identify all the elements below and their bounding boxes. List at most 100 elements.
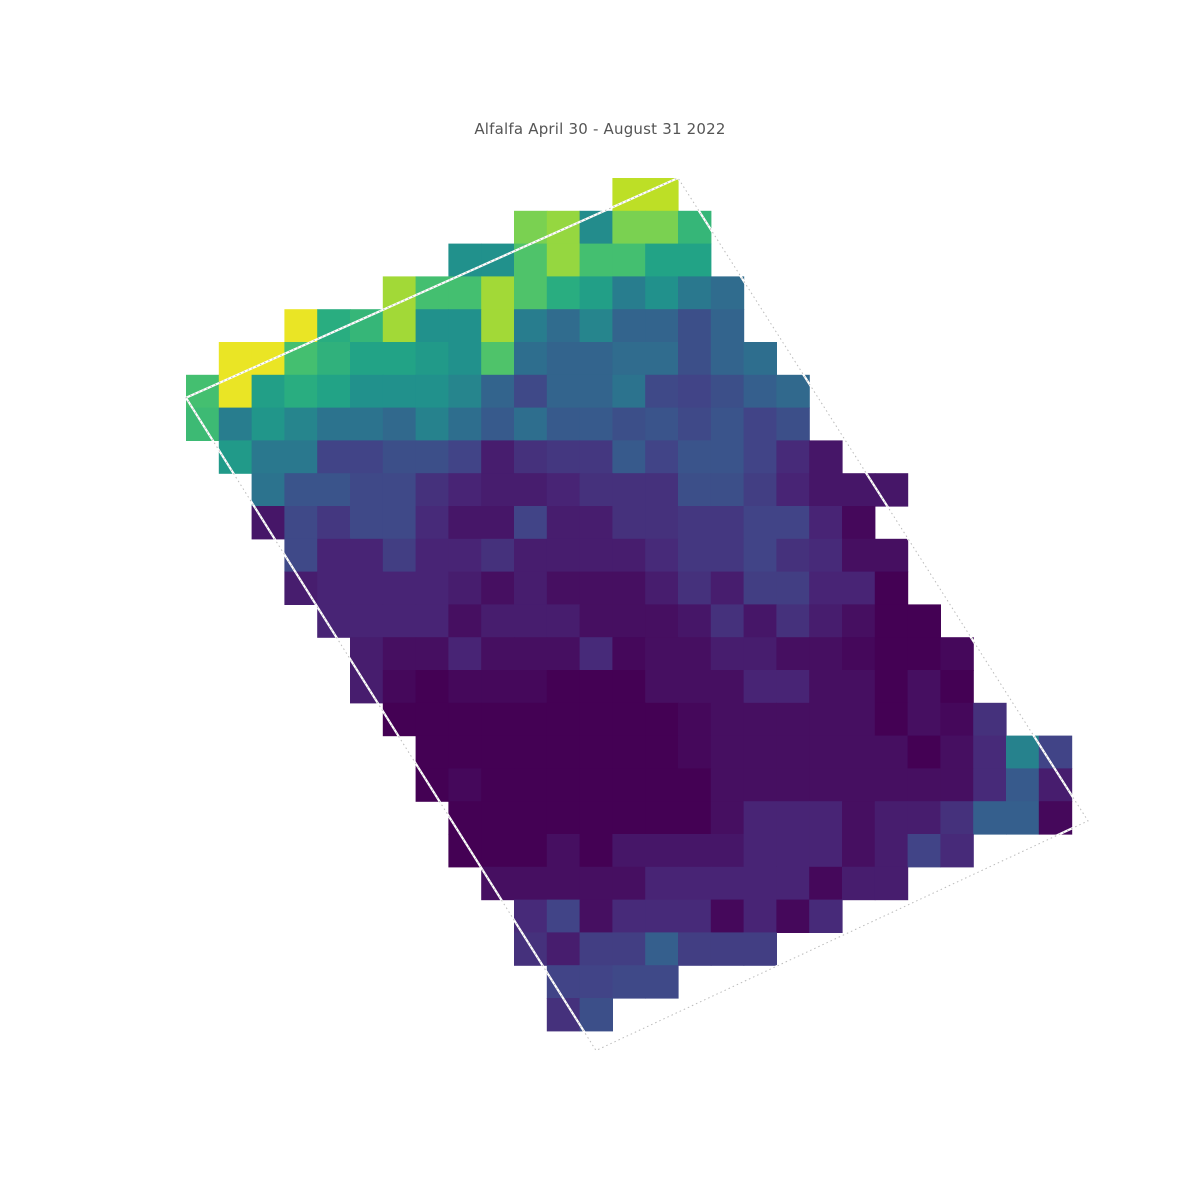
ndvi-pixel xyxy=(579,834,613,868)
field-boundary-dotted-outline xyxy=(185,177,1089,1052)
ndvi-pixel xyxy=(415,407,449,441)
ndvi-pixel xyxy=(743,407,777,441)
ndvi-pixel xyxy=(514,702,548,737)
ndvi-pixel xyxy=(579,440,613,474)
ndvi-pixel xyxy=(874,604,909,638)
ndvi-pixel xyxy=(645,899,679,933)
ndvi-pixel xyxy=(579,571,613,605)
ndvi-pixel xyxy=(809,702,843,737)
ndvi-pixel xyxy=(251,473,285,507)
ndvi-pixel xyxy=(579,506,613,540)
ndvi-pixel xyxy=(612,473,646,507)
ndvi-pixel xyxy=(710,768,745,802)
ndvi-pixel xyxy=(546,866,581,901)
ndvi-pixel xyxy=(907,768,941,802)
ndvi-pixel xyxy=(350,571,384,605)
ndvi-pixel xyxy=(776,604,810,638)
ndvi-pixel xyxy=(612,932,646,966)
ndvi-pixel xyxy=(678,243,712,277)
ndvi-pixel xyxy=(776,538,810,573)
ndvi-pixel xyxy=(481,243,515,277)
ndvi-pixel xyxy=(514,538,548,573)
ndvi-pixel xyxy=(350,506,384,540)
ndvi-pixel xyxy=(645,473,679,507)
ndvi-pixel xyxy=(415,571,449,605)
ndvi-pixel xyxy=(1006,801,1040,835)
ndvi-pixel xyxy=(481,342,515,376)
ndvi-pixel xyxy=(448,243,482,277)
ndvi-pixel xyxy=(382,670,417,704)
ndvi-pixel xyxy=(448,604,482,638)
ndvi-pixel xyxy=(350,538,384,573)
ndvi-pixel xyxy=(645,702,679,737)
ndvi-pixel xyxy=(678,768,712,802)
ndvi-pixel xyxy=(415,670,449,704)
ndvi-pixel xyxy=(546,899,581,933)
ndvi-pixel xyxy=(612,965,646,999)
ndvi-pixel xyxy=(415,637,449,671)
ndvi-pixel xyxy=(317,342,351,376)
ndvi-pixel xyxy=(710,309,745,343)
ndvi-pixel xyxy=(874,473,909,507)
ndvi-pixel xyxy=(350,604,384,638)
ndvi-pixel xyxy=(514,932,548,966)
ndvi-pixel xyxy=(809,571,843,605)
ndvi-pixel xyxy=(284,374,318,409)
ndvi-pixel xyxy=(415,440,449,474)
ndvi-pixel xyxy=(350,309,384,343)
ndvi-pixel xyxy=(710,506,745,540)
ndvi-pixel xyxy=(546,834,581,868)
ndvi-pixel xyxy=(776,735,810,769)
ndvi-pixel xyxy=(940,735,974,769)
ndvi-pixel xyxy=(382,538,417,573)
ndvi-pixel xyxy=(612,342,646,376)
ndvi-pixel xyxy=(579,538,613,573)
ndvi-pixel xyxy=(842,506,876,540)
ndvi-pixel xyxy=(481,538,515,573)
ndvi-pixel xyxy=(645,440,679,474)
ndvi-pixel xyxy=(514,309,548,343)
ndvi-pixel xyxy=(743,604,777,638)
ndvi-pixel xyxy=(874,538,909,573)
ndvi-pixel xyxy=(645,407,679,441)
ndvi-pixel xyxy=(874,801,909,835)
ndvi-pixel xyxy=(874,866,909,901)
ndvi-pixel xyxy=(678,604,712,638)
ndvi-pixel xyxy=(448,670,482,704)
ndvi-pixel xyxy=(546,407,581,441)
ndvi-pixel xyxy=(546,768,581,802)
ndvi-pixel xyxy=(514,440,548,474)
ndvi-pixel xyxy=(546,538,581,573)
ndvi-pixel xyxy=(645,834,679,868)
ndvi-pixel xyxy=(842,571,876,605)
ndvi-pixel xyxy=(612,407,646,441)
ndvi-pixel xyxy=(842,768,876,802)
ndvi-pixel xyxy=(514,374,548,409)
ndvi-pixel xyxy=(809,506,843,540)
ndvi-pixel xyxy=(481,473,515,507)
ndvi-pixel xyxy=(645,735,679,769)
ndvi-pixel xyxy=(710,440,745,474)
ndvi-pixel xyxy=(448,637,482,671)
ndvi-pixel xyxy=(284,440,318,474)
ndvi-pixel xyxy=(678,538,712,573)
ndvi-pixel xyxy=(612,374,646,409)
ndvi-pixel xyxy=(710,571,745,605)
ndvi-pixel xyxy=(514,407,548,441)
ndvi-pixel xyxy=(809,834,843,868)
ndvi-pixel xyxy=(776,834,810,868)
ndvi-pixel xyxy=(448,768,482,802)
ndvi-pixel xyxy=(776,702,810,737)
ndvi-pixel xyxy=(743,801,777,835)
ndvi-pixel xyxy=(415,506,449,540)
ndvi-pixel xyxy=(874,735,909,769)
ndvi-pixel xyxy=(645,276,679,310)
ndvi-pixel xyxy=(1038,801,1073,835)
ndvi-pixel xyxy=(612,670,646,704)
ndvi-pixel xyxy=(678,506,712,540)
ndvi-pixel xyxy=(514,670,548,704)
ndvi-pixel xyxy=(579,899,613,933)
ndvi-pixel xyxy=(907,702,941,737)
ndvi-pixel xyxy=(809,768,843,802)
